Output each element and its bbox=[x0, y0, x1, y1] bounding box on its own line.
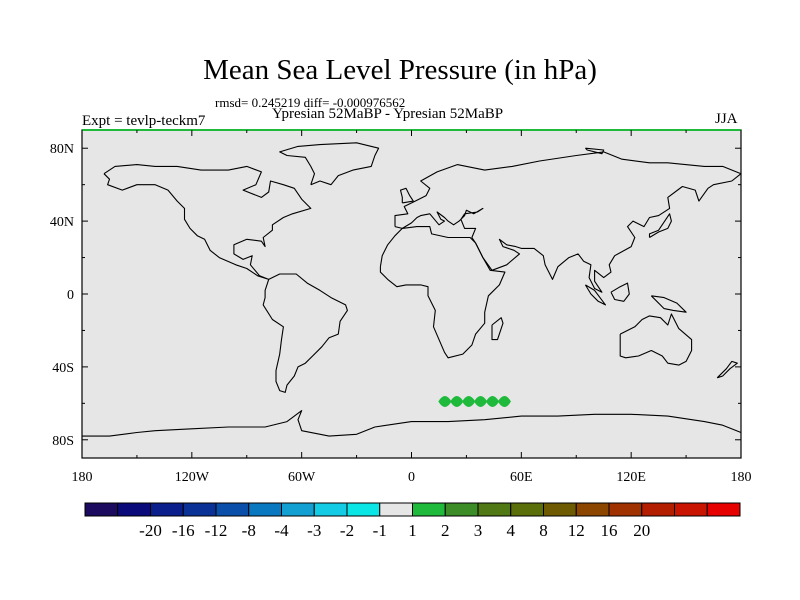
borneo-coast bbox=[610, 282, 630, 302]
colorbar-label: 4 bbox=[507, 521, 516, 540]
colorbar-label: 20 bbox=[633, 521, 650, 540]
colorbar-swatch bbox=[543, 502, 577, 517]
colorbar-swatch bbox=[641, 502, 675, 517]
colorbar-label: -4 bbox=[274, 521, 289, 540]
british-isles-coast bbox=[399, 187, 414, 204]
north-america-coast bbox=[103, 164, 312, 280]
y-tick-label: 40S bbox=[52, 361, 74, 376]
colorbar-swatch bbox=[444, 502, 479, 517]
antarctica-coast bbox=[82, 410, 742, 437]
axis-ticks: 180 120W 60W 0 60E 120E 180 80N 40N 0 40S 80S bbox=[50, 130, 752, 485]
colorbar-label: -8 bbox=[242, 521, 256, 540]
colorbar-swatch bbox=[706, 502, 741, 517]
colorbar-label: -20 bbox=[139, 521, 162, 540]
madagascar-coast bbox=[491, 317, 504, 341]
colorbar-label: -1 bbox=[373, 521, 387, 540]
australia-coast bbox=[619, 313, 693, 366]
x-tick-label: 0 bbox=[408, 470, 415, 485]
x-tick-label: 180 bbox=[72, 470, 93, 485]
x-tick-label: 60E bbox=[510, 470, 533, 485]
greenland-coast bbox=[279, 142, 380, 186]
colorbar-label: 2 bbox=[441, 521, 450, 540]
x-tick-label: 120E bbox=[616, 470, 646, 485]
colorbar-swatch bbox=[575, 502, 610, 517]
south-america-coast bbox=[262, 273, 348, 393]
chart-title: Mean Sea Level Pressure (in hPa) bbox=[203, 54, 597, 86]
colorbar-swatch bbox=[182, 502, 217, 517]
y-tick-label: 80N bbox=[50, 142, 74, 157]
season-label: JJA bbox=[715, 111, 738, 127]
new-zealand-coast bbox=[716, 360, 738, 379]
coastlines bbox=[82, 142, 742, 437]
colorbar-label: 3 bbox=[474, 521, 483, 540]
colorbar-label: -2 bbox=[340, 521, 354, 540]
experiment-label: Expt = tevlp-teckm7 bbox=[82, 113, 206, 129]
colorbar-swatch bbox=[674, 502, 708, 517]
colorbar-label: -12 bbox=[205, 521, 228, 540]
anomaly-layer bbox=[438, 396, 511, 408]
colorbar-swatch bbox=[248, 502, 282, 517]
africa-coast bbox=[379, 226, 506, 359]
colorbar-swatch bbox=[346, 502, 381, 517]
anomaly-region bbox=[438, 396, 511, 408]
colorbar-swatch bbox=[313, 502, 348, 517]
colorbar-swatch bbox=[379, 502, 413, 517]
chart-subtitle: Ypresian 52MaBP - Ypresian 52MaBP bbox=[272, 106, 504, 122]
japan-coast bbox=[648, 213, 672, 238]
colorbar-swatch bbox=[510, 502, 544, 517]
y-tick-label: 0 bbox=[67, 288, 74, 303]
colorbar-swatch bbox=[608, 502, 643, 517]
y-tick-label: 40N bbox=[50, 215, 74, 230]
map-background bbox=[82, 130, 741, 458]
colorbar-swatch bbox=[281, 502, 315, 517]
x-tick-label: 180 bbox=[731, 470, 752, 485]
colorbar-swatch bbox=[117, 502, 151, 517]
colorbar: -20 -16 -12 -8 -4 -3 -2 -1 1 2 3 4 8 12 16 20 bbox=[84, 502, 741, 540]
colorbar-swatch bbox=[477, 502, 512, 517]
colorbar-label: 1 bbox=[408, 521, 417, 540]
stats-line: rmsd= 0.245219 diff= -0.000976562 bbox=[215, 95, 406, 110]
colorbar-label: 8 bbox=[539, 521, 548, 540]
colorbar-label: -16 bbox=[172, 521, 195, 540]
arctic-island-coast bbox=[585, 147, 605, 155]
x-tick-label: 60W bbox=[288, 470, 316, 485]
y-tick-label: 80S bbox=[52, 434, 74, 449]
colorbar-label: -3 bbox=[307, 521, 321, 540]
colorbar-label: 12 bbox=[568, 521, 585, 540]
sumatra-coast bbox=[584, 284, 607, 306]
colorbar-swatch bbox=[84, 502, 119, 517]
x-tick-label: 120W bbox=[175, 470, 210, 485]
new-guinea-coast bbox=[650, 295, 687, 313]
colorbar-swatch bbox=[215, 502, 250, 517]
colorbar-swatch bbox=[412, 502, 446, 517]
eurasia-coast bbox=[394, 151, 742, 293]
colorbar-label: 16 bbox=[601, 521, 618, 540]
colorbar-swatch bbox=[150, 502, 184, 517]
